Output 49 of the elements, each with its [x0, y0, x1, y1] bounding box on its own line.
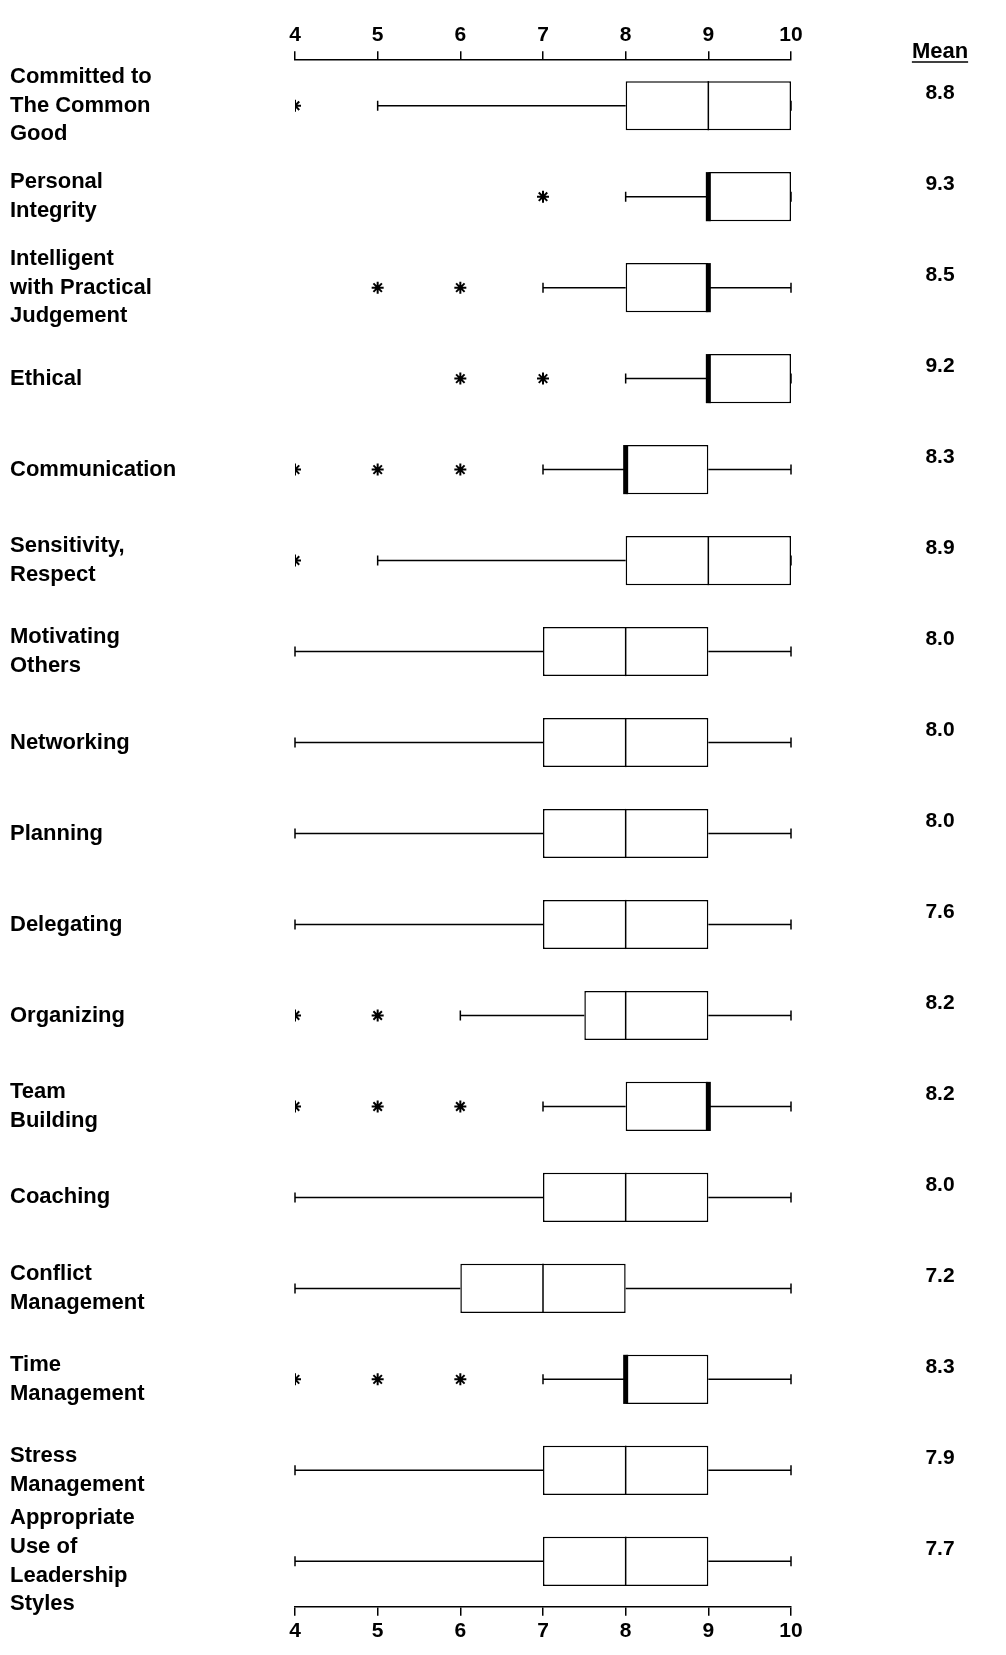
text: 7.7 [925, 1536, 955, 1560]
y-tick-label: Organizing [10, 1001, 125, 1027]
text: 8.0 [925, 717, 955, 741]
y-tick-label: Appropriate Use of Leadership Styles [10, 1504, 135, 1616]
text: 8.0 [925, 1172, 955, 1196]
y-tick-label: Sensitivity, Respect [10, 532, 125, 586]
x2-tick-label: 10 [779, 22, 803, 46]
text: 9.2 [925, 353, 955, 377]
y-tick-label: Coaching [10, 1183, 111, 1209]
y-tick-label: Delegating [10, 910, 123, 936]
x2-tick-label: 7 [537, 22, 549, 46]
y-tick-label: Conflict Management [10, 1260, 146, 1314]
x-tick-label: 5 [371, 1618, 384, 1642]
text: 7.9 [925, 1445, 955, 1469]
x2-tick-label: 4 [289, 22, 302, 46]
x2-tick-label: 9 [702, 22, 715, 46]
x-tick-label: 8 [619, 1618, 632, 1642]
text: 8.2 [925, 1081, 955, 1105]
text: 8.3 [925, 1354, 955, 1378]
y-tick-label: Personal Integrity [10, 168, 103, 223]
text: 8.8 [925, 80, 955, 104]
y-tick-label: Intelligent with Practical Judgement [9, 245, 152, 328]
x-tick-label: 7 [537, 1618, 549, 1642]
text: 7.2 [925, 1263, 955, 1287]
x-tick-label: 10 [779, 1618, 803, 1642]
y-tick-label: Committed to The Common Good [10, 63, 152, 146]
x2-tick-label: 8 [619, 22, 632, 46]
x-tick-label: 4 [289, 1618, 302, 1642]
y-tick-label: Motivating Others [10, 623, 120, 677]
text: 7.6 [925, 899, 955, 923]
y-tick-label: Communication [10, 455, 177, 481]
y-tick-label: Time Management [10, 1351, 146, 1405]
x2-tick-label: 5 [371, 22, 384, 46]
text: 8.0 [925, 626, 955, 650]
y-tick-label: Planning [10, 819, 103, 845]
y-tick-label: Networking [10, 728, 130, 754]
text: 8.2 [925, 990, 955, 1014]
y-tick-label: Ethical [10, 364, 83, 390]
x-tick-label: 9 [702, 1618, 715, 1642]
text: 8.5 [925, 262, 955, 286]
text: 8.3 [925, 444, 955, 468]
y-tick-label: Team Building [10, 1078, 98, 1132]
x2-tick-label: 6 [454, 22, 467, 46]
y-tick-label: Stress Management [10, 1442, 146, 1496]
text: 8.0 [925, 808, 955, 832]
x-tick-label: 6 [454, 1618, 467, 1642]
text: 9.3 [925, 171, 955, 195]
text: 8.9 [925, 535, 955, 559]
text: Mean [911, 38, 969, 63]
